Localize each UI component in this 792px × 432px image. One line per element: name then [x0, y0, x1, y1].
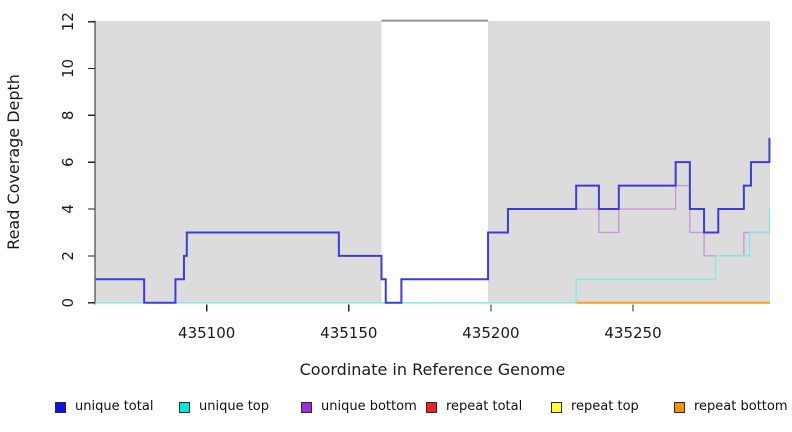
- chart-area: 0 2 4 6 8 10 12 435100 435150 435200 435250 Coordin…: [4, 12, 771, 379]
- x-tick-label: 435150: [320, 324, 377, 342]
- legend-item-repeat-top: repeat top: [551, 398, 639, 416]
- legend-item-unique-total: unique total: [55, 398, 153, 416]
- gap-region: [381, 21, 489, 303]
- shaded-region: [488, 21, 770, 303]
- series-unique-top: [95, 208, 771, 304]
- legend-label: unique total: [75, 399, 154, 414]
- y-tick-label: 10: [59, 59, 77, 78]
- y-axis-title: Read Coverage Depth: [4, 74, 23, 250]
- legend-label: unique bottom: [321, 399, 417, 414]
- x-axis-title: Coordinate in Reference Genome: [300, 360, 566, 379]
- legend: unique total unique top unique bottom repea…: [0, 398, 792, 420]
- legend-label: repeat total: [446, 399, 523, 414]
- y-tick-label: 4: [59, 204, 77, 214]
- legend-swatch-unique-bottom: [301, 401, 312, 413]
- y-tick-label: 6: [59, 157, 77, 167]
- legend-swatch-unique-total: [55, 401, 66, 413]
- shaded-region: [95, 21, 382, 303]
- legend-item-unique-bottom: unique bottom: [301, 398, 417, 416]
- y-tick-label: 2: [59, 251, 77, 261]
- y-tick-label: 0: [59, 298, 77, 308]
- legend-swatch-repeat-bottom: [674, 401, 685, 413]
- x-tick-label: 435200: [462, 324, 519, 342]
- x-tick-label: 435100: [178, 324, 235, 342]
- legend-label: repeat top: [571, 399, 639, 414]
- y-tick-label: 8: [59, 111, 77, 121]
- legend-label: unique top: [199, 399, 270, 414]
- legend-swatch-repeat-total: [426, 401, 437, 413]
- legend-label: repeat bottom: [694, 399, 788, 414]
- legend-item-repeat-bottom: repeat bottom: [674, 398, 788, 416]
- y-tick-label: 12: [59, 12, 77, 31]
- legend-item-unique-top: unique top: [179, 398, 269, 416]
- legend-item-repeat-total: repeat total: [426, 398, 522, 416]
- x-tick-label: 435250: [604, 324, 661, 342]
- legend-swatch-repeat-top: [551, 401, 562, 413]
- coverage-chart-svg: 0 2 4 6 8 10 12 435100 435150 435200 435250 Coordin…: [4, 12, 771, 379]
- legend-swatch-unique-top: [179, 401, 190, 413]
- series-unique-total: [95, 137, 771, 304]
